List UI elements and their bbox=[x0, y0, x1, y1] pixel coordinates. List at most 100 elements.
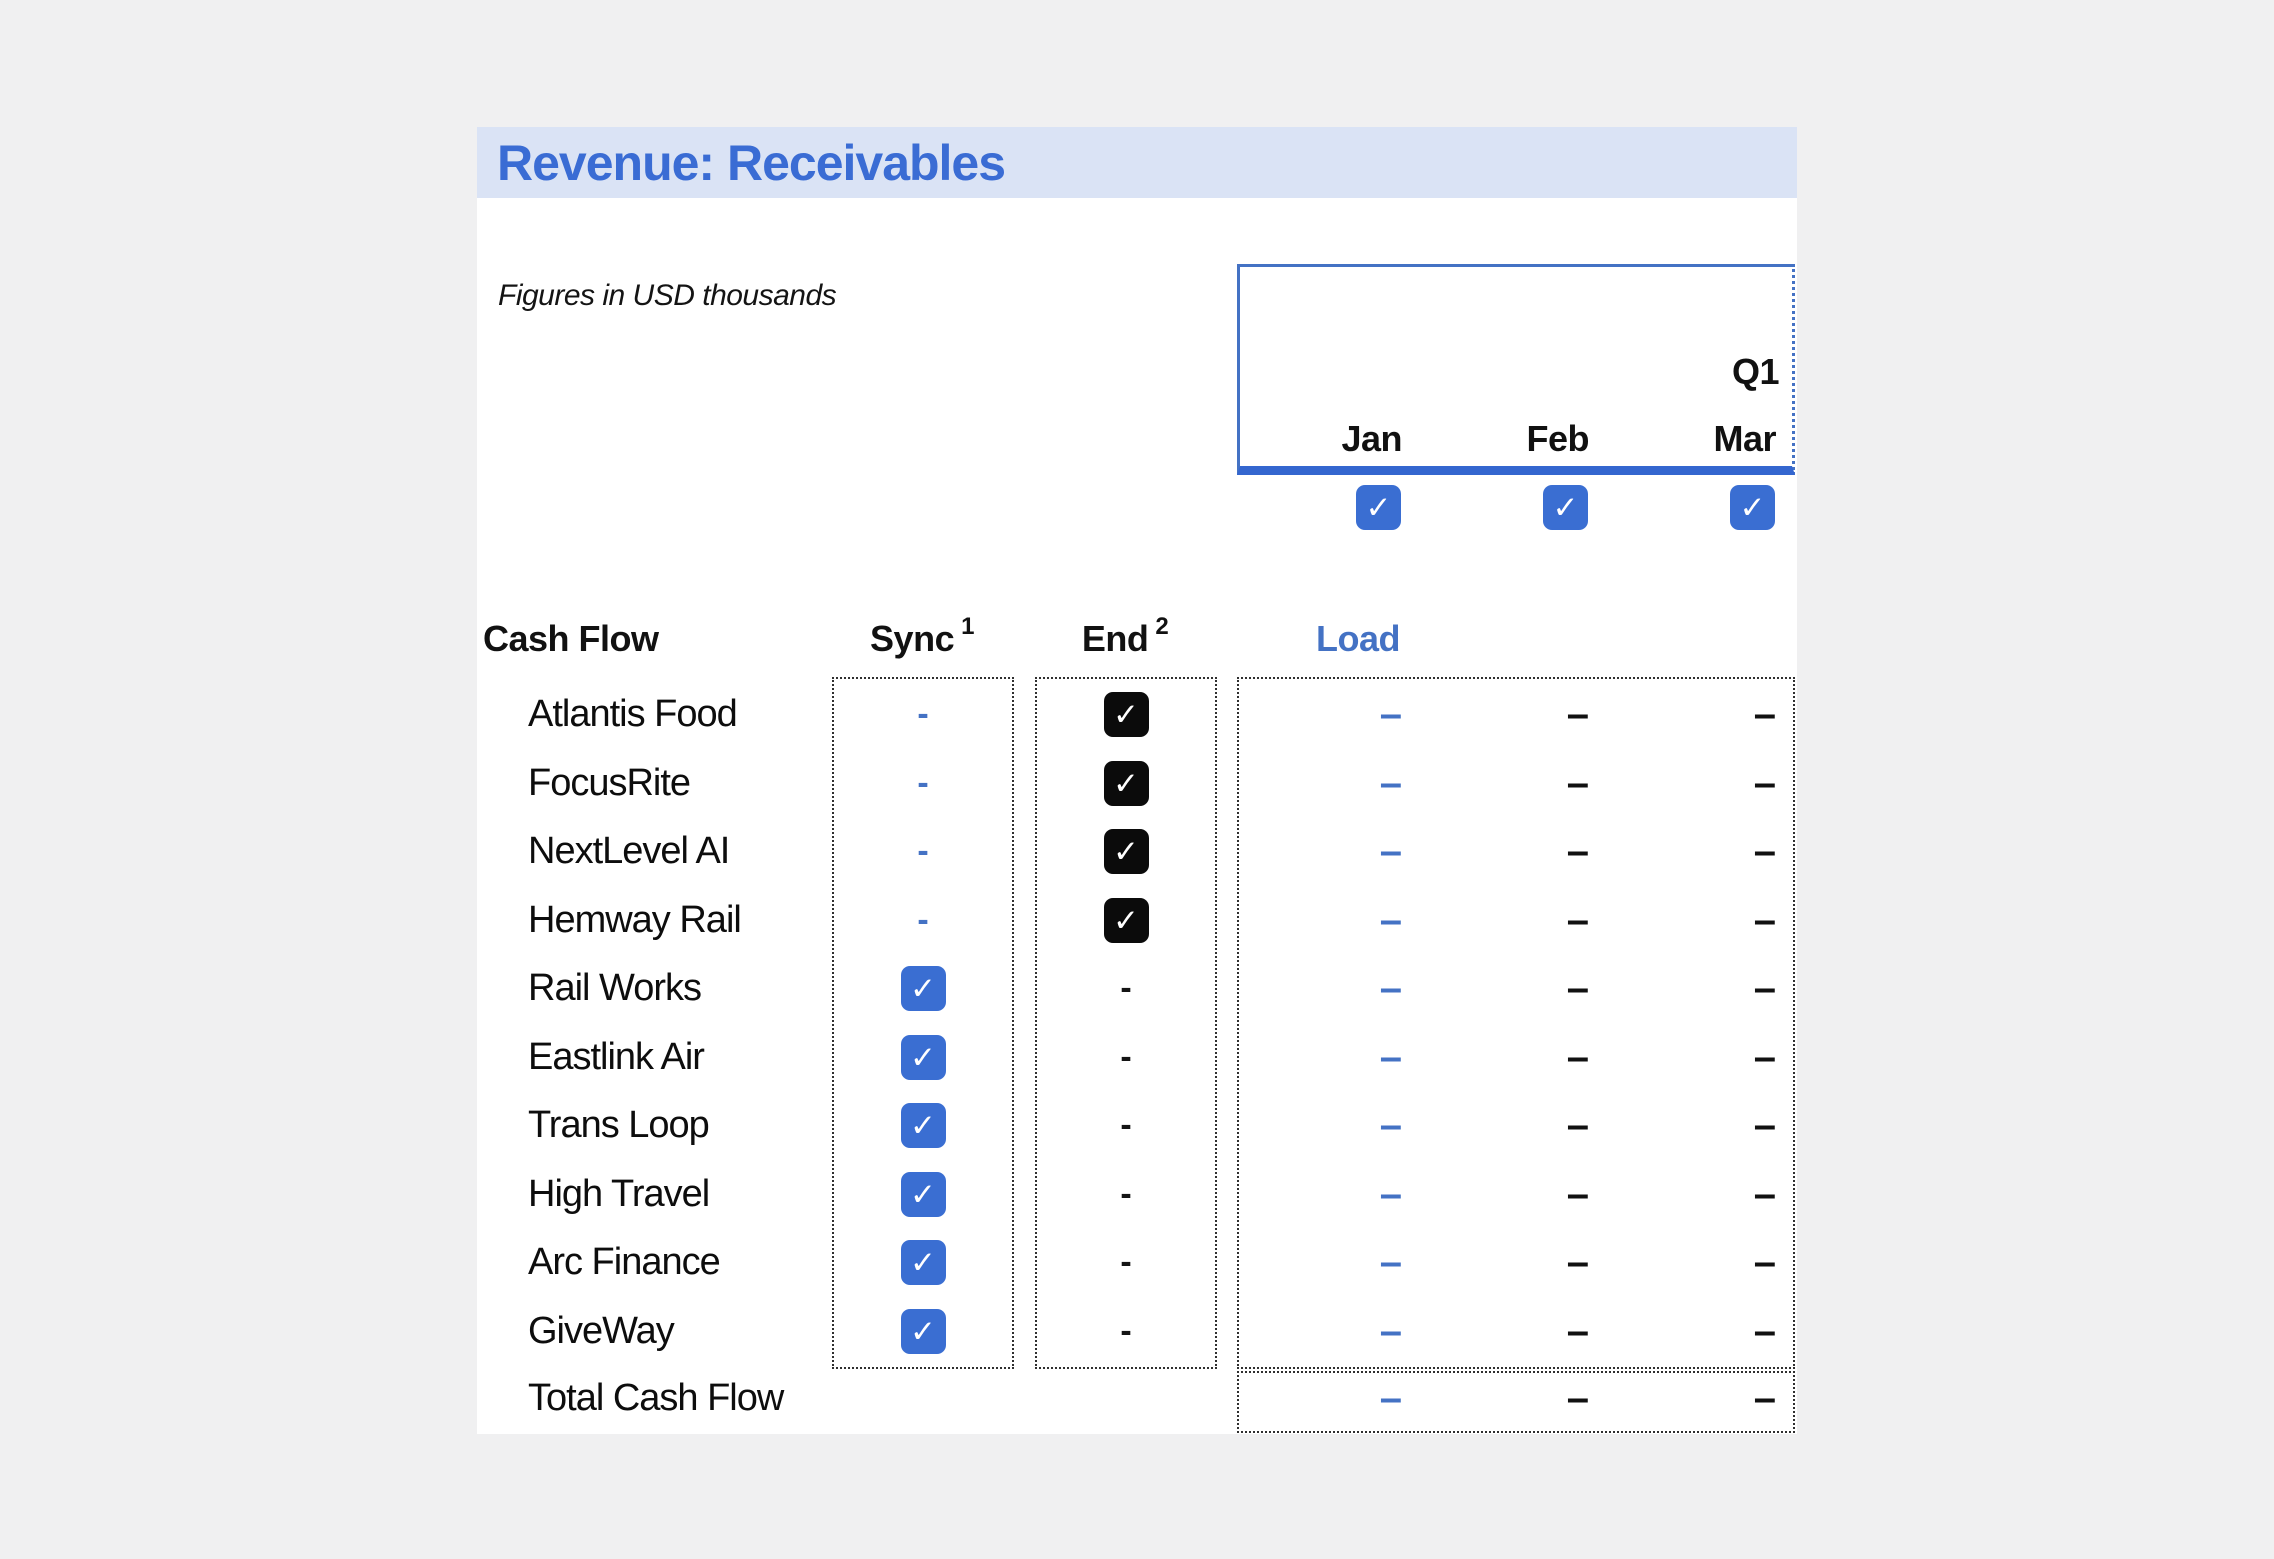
blue-checkbox-checked[interactable] bbox=[900, 965, 946, 1011]
end-cell[interactable]: - bbox=[1035, 954, 1217, 1022]
sync-cell[interactable] bbox=[832, 954, 1014, 1022]
jan-value-cell[interactable]: – bbox=[1379, 691, 1402, 736]
row-label: Arc Finance bbox=[528, 1240, 721, 1283]
total-jan-cell[interactable]: – bbox=[1379, 1375, 1402, 1420]
cash-flow-row: GiveWay - – – – bbox=[477, 1297, 1797, 1365]
load-button[interactable]: Load bbox=[1316, 618, 1401, 659]
blue-checkbox-checked[interactable] bbox=[900, 1308, 946, 1354]
end-cell[interactable]: - bbox=[1035, 1228, 1217, 1296]
month-label-jan: Jan bbox=[1341, 418, 1402, 459]
column-header-sync: Sync 1 bbox=[822, 613, 1022, 662]
sync-cell[interactable]: - bbox=[832, 817, 1014, 885]
row-label: GiveWay bbox=[528, 1309, 675, 1352]
sync-footnote-marker: 1 bbox=[961, 613, 974, 640]
end-cell[interactable]: - bbox=[1035, 1160, 1217, 1228]
feb-value-cell[interactable]: – bbox=[1566, 760, 1589, 805]
end-cell[interactable] bbox=[1035, 886, 1217, 954]
mar-value-cell[interactable]: – bbox=[1753, 1308, 1776, 1353]
row-label: FocusRite bbox=[528, 761, 691, 804]
month-toggle-jan-checkbox[interactable] bbox=[1356, 485, 1401, 530]
total-feb-cell[interactable]: – bbox=[1566, 1375, 1589, 1420]
sync-header-label: Sync bbox=[870, 618, 955, 659]
cash-flow-row: Eastlink Air - – – – bbox=[477, 1023, 1797, 1091]
sync-cell[interactable] bbox=[832, 1160, 1014, 1228]
cash-flow-row: Arc Finance - – – – bbox=[477, 1228, 1797, 1296]
empty-dash: - bbox=[917, 832, 929, 870]
feb-value-cell[interactable]: – bbox=[1566, 1171, 1589, 1216]
month-label-mar: Mar bbox=[1713, 418, 1776, 459]
mar-value-cell[interactable]: – bbox=[1753, 828, 1776, 873]
sync-cell[interactable] bbox=[832, 1228, 1014, 1296]
cash-flow-row: Rail Works - – – – bbox=[477, 954, 1797, 1022]
feb-value-cell[interactable]: – bbox=[1566, 828, 1589, 873]
sync-cell[interactable] bbox=[832, 1297, 1014, 1365]
mar-value-cell[interactable]: – bbox=[1753, 965, 1776, 1010]
empty-dash: - bbox=[917, 695, 929, 733]
sync-cell[interactable] bbox=[832, 1023, 1014, 1091]
feb-value-cell[interactable]: – bbox=[1566, 965, 1589, 1010]
blue-checkbox-checked[interactable] bbox=[900, 1171, 946, 1217]
cash-flow-row: Trans Loop - – – – bbox=[477, 1091, 1797, 1159]
blue-checkbox-checked[interactable] bbox=[900, 1239, 946, 1285]
row-label: High Travel bbox=[528, 1172, 710, 1215]
jan-value-cell[interactable]: – bbox=[1379, 1239, 1402, 1284]
mar-value-cell[interactable]: – bbox=[1753, 1102, 1776, 1147]
cash-flow-row: NextLevel AI - – – – bbox=[477, 817, 1797, 885]
month-toggle-feb-checkbox[interactable] bbox=[1543, 485, 1588, 530]
feb-value-cell[interactable]: – bbox=[1566, 1239, 1589, 1284]
data-range-outline bbox=[1237, 677, 1795, 1369]
cash-flow-row: Atlantis Food - – – – bbox=[477, 680, 1797, 748]
sync-cell[interactable]: - bbox=[832, 886, 1014, 954]
mar-value-cell[interactable]: – bbox=[1753, 691, 1776, 736]
row-label: Trans Loop bbox=[528, 1103, 710, 1146]
sync-cell[interactable] bbox=[832, 1091, 1014, 1159]
black-checkbox-checked[interactable] bbox=[1103, 828, 1149, 874]
end-column-outline bbox=[1035, 677, 1217, 1369]
title-band: Revenue: Receivables bbox=[477, 127, 1797, 198]
feb-value-cell[interactable]: – bbox=[1566, 1308, 1589, 1353]
feb-value-cell[interactable]: – bbox=[1566, 897, 1589, 942]
end-cell[interactable] bbox=[1035, 817, 1217, 885]
blue-checkbox-checked[interactable] bbox=[900, 1034, 946, 1080]
total-mar-cell[interactable]: – bbox=[1753, 1375, 1776, 1420]
end-cell[interactable]: - bbox=[1035, 1023, 1217, 1091]
row-label: NextLevel AI bbox=[528, 829, 730, 872]
end-header-label: End bbox=[1081, 618, 1149, 659]
black-checkbox-checked[interactable] bbox=[1103, 897, 1149, 943]
month-label-feb: Feb bbox=[1526, 418, 1589, 459]
end-cell[interactable]: - bbox=[1035, 1091, 1217, 1159]
mar-value-cell[interactable]: – bbox=[1753, 1239, 1776, 1284]
end-cell[interactable] bbox=[1035, 680, 1217, 748]
end-cell[interactable]: - bbox=[1035, 1297, 1217, 1365]
worksheet: Revenue: Receivables Figures in USD thou… bbox=[477, 127, 1797, 1434]
mar-value-cell[interactable]: – bbox=[1753, 1034, 1776, 1079]
black-checkbox-checked[interactable] bbox=[1103, 760, 1149, 806]
feb-value-cell[interactable]: – bbox=[1566, 691, 1589, 736]
sync-cell[interactable]: - bbox=[832, 680, 1014, 748]
empty-dash: - bbox=[1120, 1106, 1132, 1144]
units-note: Figures in USD thousands bbox=[498, 279, 837, 312]
mar-value-cell[interactable]: – bbox=[1753, 760, 1776, 805]
jan-value-cell[interactable]: – bbox=[1379, 1308, 1402, 1353]
row-label: Hemway Rail bbox=[528, 898, 742, 941]
mar-value-cell[interactable]: – bbox=[1753, 1171, 1776, 1216]
feb-value-cell[interactable]: – bbox=[1566, 1034, 1589, 1079]
feb-value-cell[interactable]: – bbox=[1566, 1102, 1589, 1147]
blue-checkbox-checked[interactable] bbox=[900, 1102, 946, 1148]
black-checkbox-checked[interactable] bbox=[1103, 691, 1149, 737]
end-cell[interactable] bbox=[1035, 749, 1217, 817]
jan-value-cell[interactable]: – bbox=[1379, 1034, 1402, 1079]
period-selector-box bbox=[1237, 264, 1795, 475]
empty-dash: - bbox=[917, 901, 929, 939]
mar-value-cell[interactable]: – bbox=[1753, 897, 1776, 942]
jan-value-cell[interactable]: – bbox=[1379, 760, 1402, 805]
jan-value-cell[interactable]: – bbox=[1379, 828, 1402, 873]
jan-value-cell[interactable]: – bbox=[1379, 1171, 1402, 1216]
jan-value-cell[interactable]: – bbox=[1379, 1102, 1402, 1147]
jan-value-cell[interactable]: – bbox=[1379, 897, 1402, 942]
month-toggle-mar-checkbox[interactable] bbox=[1730, 485, 1775, 530]
jan-value-cell[interactable]: – bbox=[1379, 965, 1402, 1010]
sync-cell[interactable]: - bbox=[832, 749, 1014, 817]
empty-dash: - bbox=[1120, 1038, 1132, 1076]
total-range-outline bbox=[1237, 1371, 1795, 1433]
